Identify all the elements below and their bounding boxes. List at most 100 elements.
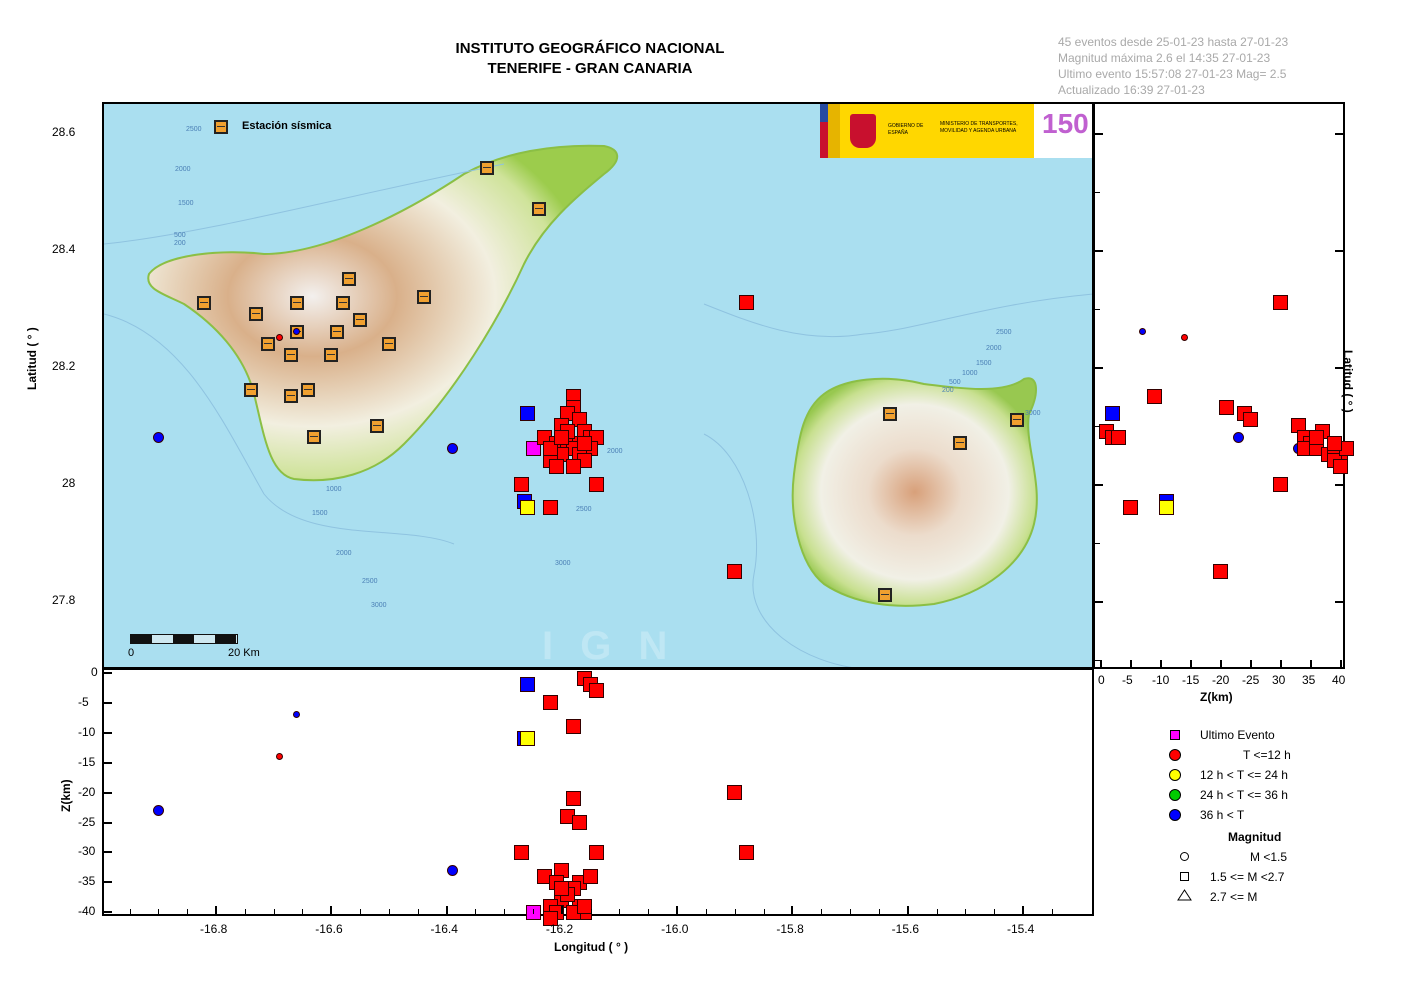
event-marker-depth xyxy=(571,815,587,830)
legend-mag-small-label: M <1.5 xyxy=(1250,850,1288,864)
event-marker-side xyxy=(1326,435,1342,451)
x-minor-tick xyxy=(965,909,967,914)
x-tick-label: -15.8 xyxy=(776,922,804,936)
z-tick-label: -10 xyxy=(78,724,96,739)
event-marker-side xyxy=(1212,564,1228,580)
side-z-tick-label: -10 xyxy=(1152,673,1170,687)
x-minor-tick xyxy=(360,909,362,914)
x-tick-label: -16.0 xyxy=(661,922,689,936)
contour-label: 1500 xyxy=(976,360,992,367)
z-tick-label: -20 xyxy=(78,784,96,799)
ministerio-text: MINISTERIO DE TRANSPORTES, MOVILIDAD Y A… xyxy=(940,121,1018,134)
x-minor-tick xyxy=(388,909,390,914)
event-marker-depth xyxy=(588,683,604,699)
event-marker-side xyxy=(1308,429,1324,445)
side-z-tick-label: 35 xyxy=(1302,673,1316,687)
x-tick-label: -16.8 xyxy=(200,922,228,936)
side-z-tick-label: 30 xyxy=(1272,673,1286,687)
z-tick xyxy=(104,881,112,884)
info-max-magnitude: Magnitud máxima 2.6 el 14:35 27-01-23 xyxy=(1058,51,1271,65)
coat-of-arms-icon xyxy=(850,114,876,148)
seismic-station-icon xyxy=(353,313,368,328)
x-minor-tick xyxy=(129,909,131,914)
contour-label: 200 xyxy=(942,387,954,394)
event-marker-depth xyxy=(293,711,301,719)
side-y-minor-tick xyxy=(1095,542,1100,544)
event-marker-side xyxy=(1272,295,1288,311)
legend-last-event-icon xyxy=(1170,730,1180,740)
legend-magnitude-title: Magnitud xyxy=(1228,830,1282,844)
side-y-tick xyxy=(1095,133,1103,135)
event-marker-map xyxy=(542,499,558,515)
x-minor-tick xyxy=(561,909,563,914)
side-z-tick xyxy=(1310,660,1312,667)
contour-label: 500 xyxy=(949,379,961,386)
event-marker-map xyxy=(275,334,283,342)
page-subtitle: TENERIFE - GRAN CANARIA xyxy=(487,60,693,77)
x-axis-title-z-side: Z(km) xyxy=(1200,690,1233,704)
z-tick xyxy=(104,731,112,734)
contour-label: 2500 xyxy=(996,329,1012,336)
side-z-tick xyxy=(1100,660,1102,667)
z-tick-label: -15 xyxy=(78,754,96,769)
side-z-tick-label: -5 xyxy=(1122,673,1133,687)
x-tick-label: -15.6 xyxy=(891,922,920,936)
event-marker-depth xyxy=(542,695,558,711)
latitude-depth-panel xyxy=(1093,102,1354,669)
seismic-station-icon xyxy=(531,202,546,217)
event-marker-depth xyxy=(519,731,535,747)
event-marker-map xyxy=(519,499,535,515)
event-marker-map xyxy=(152,431,164,443)
seismic-station-icon xyxy=(370,418,385,433)
seismic-station-icon xyxy=(381,336,396,351)
seismic-station-icon xyxy=(883,406,898,421)
event-marker-side xyxy=(1242,412,1258,428)
event-marker-map xyxy=(565,458,581,474)
ign-150-logo: 150 xyxy=(1042,108,1089,139)
z-tick xyxy=(104,851,112,854)
seismic-station-icon xyxy=(341,272,356,287)
gobierno-text: GOBIERNO DE ESPAÑA xyxy=(888,123,924,136)
event-marker-depth xyxy=(565,791,581,807)
side-z-tick xyxy=(1190,660,1192,667)
x-axis-title-longitude: Longitud ( ° ) xyxy=(554,940,629,954)
x-minor-tick xyxy=(216,909,217,914)
contour-label: 1500 xyxy=(178,200,194,207)
x-tick-label: -16.6 xyxy=(315,922,343,936)
x-minor-tick xyxy=(792,909,794,914)
z-tick xyxy=(104,821,112,824)
side-y-tick-right xyxy=(1335,367,1343,369)
info-updated: Actualizado 16:39 27-01-23 xyxy=(1058,83,1205,97)
y-tick-label: 28.2 xyxy=(52,359,76,373)
event-marker-depth xyxy=(577,898,593,914)
x-minor-tick xyxy=(1051,909,1053,914)
seismic-station-icon xyxy=(324,348,339,363)
event-layer xyxy=(104,104,1092,667)
seismic-station-icon xyxy=(306,430,321,445)
event-marker-side xyxy=(1218,400,1234,416)
depth-event-layer xyxy=(102,668,1094,926)
side-z-tick xyxy=(1280,660,1282,667)
info-event-count: 45 eventos desde 25-01-23 hasta 27-01-23 xyxy=(1058,35,1289,49)
side-z-tick xyxy=(1250,660,1252,667)
x-minor-tick xyxy=(446,909,448,914)
x-minor-tick xyxy=(763,909,765,914)
event-marker-side xyxy=(1272,476,1288,492)
event-marker-depth xyxy=(565,719,581,735)
side-z-tick xyxy=(1130,660,1132,667)
seismic-station-icon xyxy=(283,389,298,404)
event-marker-map xyxy=(727,564,743,580)
legend-last-event-label: Ultimo Evento xyxy=(1200,728,1275,742)
seismic-station-icon xyxy=(952,436,967,451)
page-title: INSTITUTO GEOGRÁFICO NACIONAL xyxy=(455,40,725,57)
contour-label: 3000 xyxy=(371,602,387,609)
event-marker-map xyxy=(738,295,754,311)
z-tick xyxy=(104,911,112,914)
contour-label: 1000 xyxy=(962,370,978,377)
x-minor-tick xyxy=(533,909,535,914)
x-minor-tick xyxy=(1022,909,1024,914)
legend-mag-large-label: 2.7 <= M xyxy=(1210,890,1258,904)
seismic-station-icon xyxy=(289,295,304,310)
event-marker-map xyxy=(513,476,529,492)
event-marker-depth xyxy=(152,805,164,817)
